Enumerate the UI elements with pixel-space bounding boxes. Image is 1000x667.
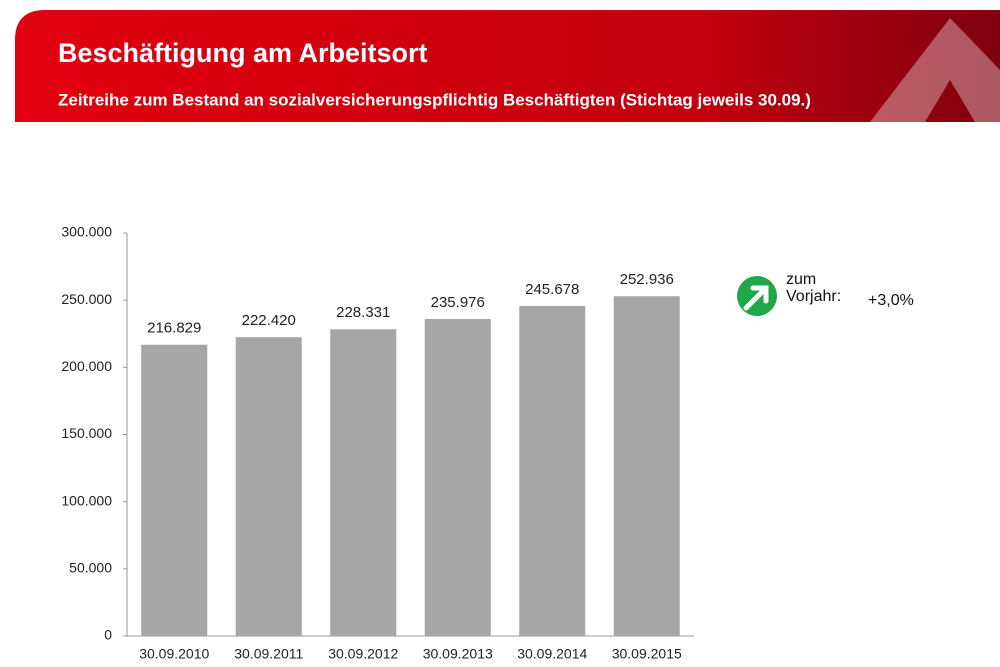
x-tick-label: 30.09.2011 [234,646,303,662]
value-label: 245.678 [525,281,579,298]
value-label: 222.420 [242,312,296,329]
x-tick-label: 30.09.2010 [139,646,209,662]
header-logo [870,18,1000,122]
y-tick-label: 300.000 [61,224,112,240]
value-label: 216.829 [147,320,201,337]
bar [141,344,208,636]
y-tick-label: 150.000 [61,425,112,441]
chart-subtitle: Zeitreihe zum Bestand an sozialversicher… [58,90,811,109]
y-tick-label: 0 [104,627,112,643]
value-label: 235.976 [431,294,485,311]
header-band [15,10,1000,122]
bar [330,329,397,636]
bar [235,337,302,636]
trend-arrow [743,285,769,311]
bar [613,296,680,636]
y-tick-label: 50.000 [69,560,112,576]
bar [424,319,491,636]
value-label: 252.936 [620,271,674,288]
y-tick-label: 200.000 [61,358,112,374]
x-tick-label: 30.09.2014 [517,646,587,662]
value-label: 228.331 [336,304,390,321]
y-tick-label: 100.000 [61,492,112,508]
bar [519,305,586,636]
x-tick-label: 30.09.2013 [423,646,493,662]
y-tick-label: 250.000 [61,291,112,307]
annotation-change: +3,0% [868,292,914,309]
x-tick-label: 30.09.2012 [328,646,398,662]
annotation-label: zum Vorjahr: [786,271,842,305]
x-tick-label: 30.09.2015 [612,646,682,662]
chart-title: Beschäftigung am Arbeitsort [58,38,428,68]
